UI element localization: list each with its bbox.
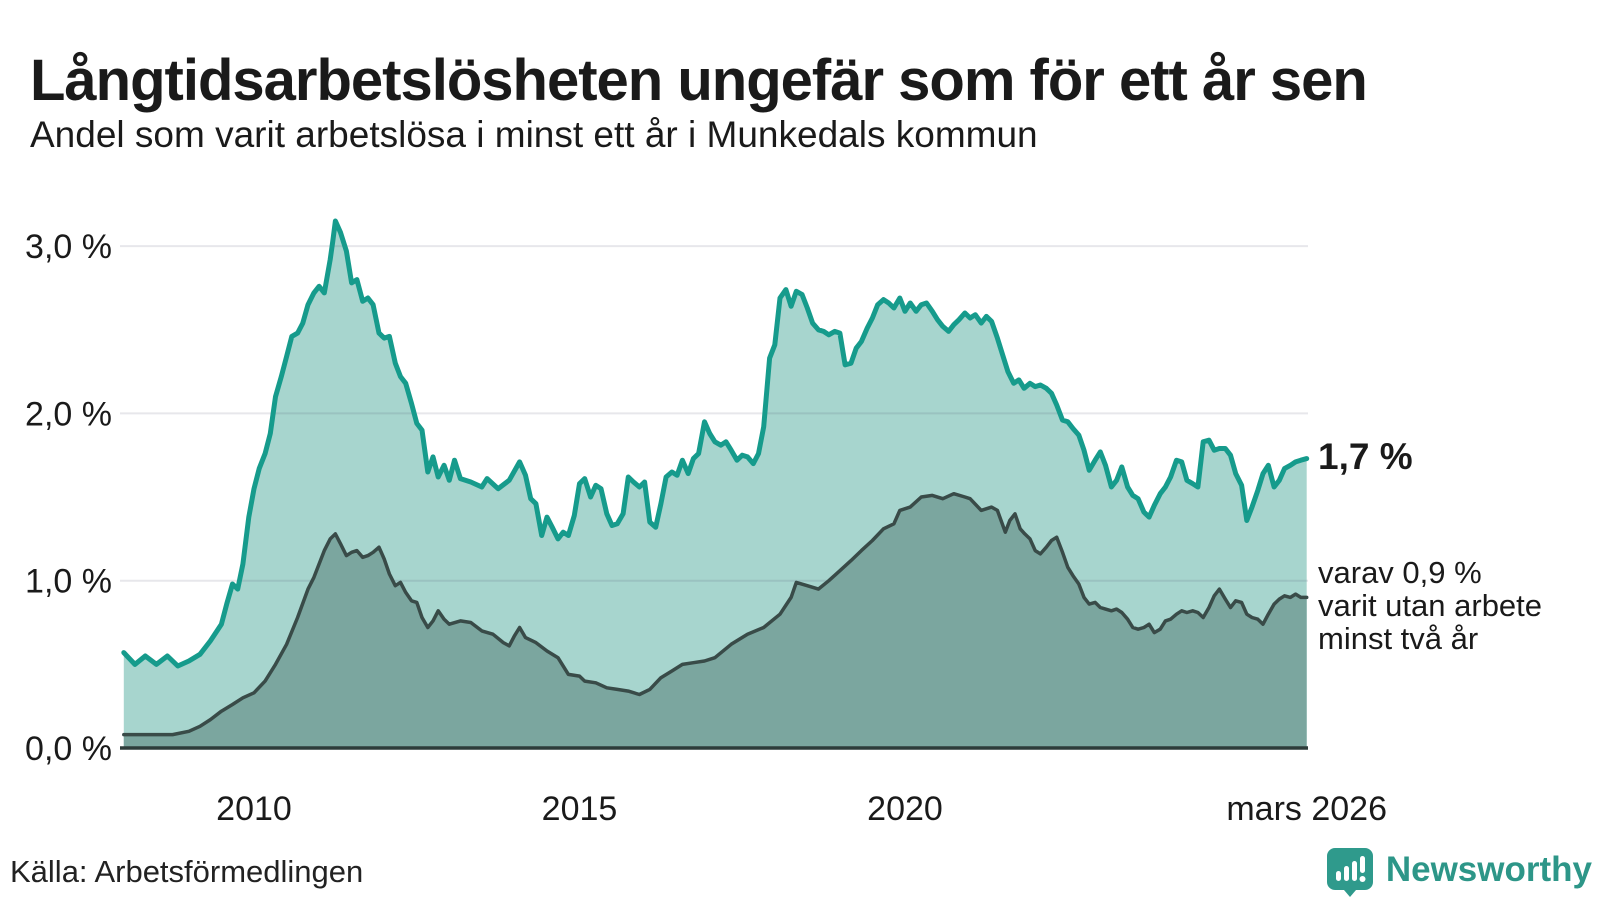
latest-value-label: 1,7 % [1318, 436, 1413, 477]
y-axis-tick-label: 0,0 % [25, 730, 112, 768]
newsworthy-wordmark: Newsworthy [1385, 850, 1592, 889]
series2-line [122, 491, 1309, 737]
page-subtitle: Andel som varit arbetslösa i minst ett å… [30, 114, 1038, 155]
series1-line [121, 218, 1310, 669]
x-axis-tick-label: 2010 [216, 790, 292, 828]
series2-annotation-line2: varit utan arbete [1318, 588, 1543, 623]
x-axis-tick-label: mars 2026 [1226, 790, 1387, 828]
series2-annotation-line1: varav 0,9 % [1318, 555, 1482, 590]
bar-chart-speech-bubble-icon [1326, 848, 1373, 897]
newsworthy-logo[interactable]: Newsworthy [1324, 843, 1592, 897]
series2-annotation: varav 0,9 % varit utan arbete minst två … [1318, 556, 1542, 655]
series2-annotation-line3: minst två år [1318, 621, 1479, 656]
source-attribution: Källa: Arbetsförmedlingen [10, 854, 364, 889]
y-axis-tick-label: 3,0 % [25, 228, 112, 266]
page-title: Långtidsarbetslösheten ungefär som för e… [30, 47, 1368, 113]
y-axis-tick-label: 1,0 % [25, 563, 112, 601]
y-axis-tick-label: 2,0 % [25, 395, 112, 433]
x-axis-tick-label: 2020 [867, 790, 943, 828]
series2-area-fill [123, 493, 1307, 748]
x-axis-tick-label: 2015 [542, 790, 618, 828]
